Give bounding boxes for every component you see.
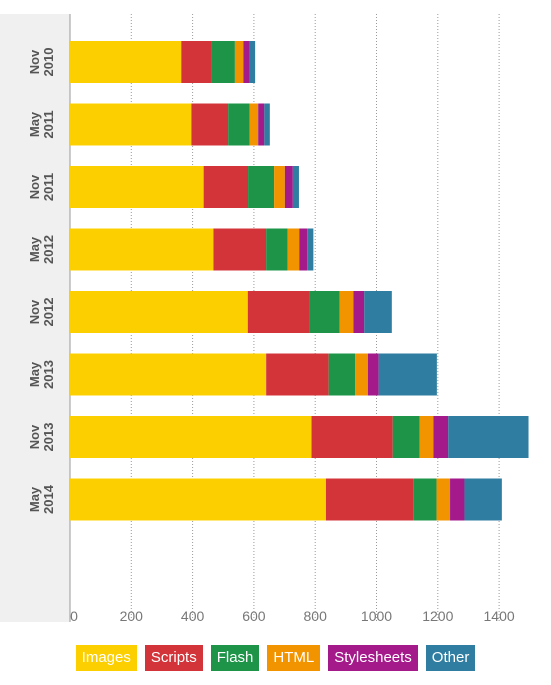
- bar-scripts-1: [191, 103, 229, 146]
- bar-html-6: [419, 416, 434, 458]
- x-tick-label-400: 400: [181, 608, 205, 624]
- x-tick-label-1200: 1200: [422, 608, 453, 624]
- bar-html-1: [249, 103, 259, 146]
- bar-images-5: [70, 353, 267, 396]
- bar-images-2: [70, 166, 204, 208]
- bar-images-4: [70, 291, 248, 333]
- bar-html-5: [355, 353, 368, 396]
- bar-stylesheets-4: [353, 291, 365, 333]
- bar-html-2: [274, 166, 285, 208]
- category-label-2: Nov2011: [27, 173, 56, 201]
- bar-stylesheets-6: [433, 416, 449, 458]
- category-label-7: May2014: [27, 484, 56, 514]
- bar-flash-7: [413, 478, 437, 521]
- category-label-5: May2013: [27, 360, 56, 389]
- bar-images-0: [70, 41, 182, 83]
- bar-other-0: [249, 41, 256, 83]
- bar-other-4: [364, 291, 392, 333]
- bar-flash-3: [266, 228, 288, 271]
- stacked-bar-chart: Nov2010 May2011 Nov2011 May2012 Nov2012 May20…: [0, 14, 529, 624]
- x-tick-label-200: 200: [120, 608, 144, 624]
- bar-flash-4: [309, 291, 340, 333]
- legend-item-other: Other: [425, 645, 476, 671]
- bar-images-1: [70, 103, 192, 146]
- bar-html-7: [436, 478, 451, 521]
- bar-flash-5: [328, 353, 356, 396]
- legend-item-scripts: Scripts: [144, 645, 203, 671]
- category-label-4: Nov2012: [27, 298, 56, 327]
- bar-scripts-3: [213, 228, 267, 271]
- bar-stylesheets-0: [243, 41, 250, 83]
- bar-html-4: [339, 291, 354, 333]
- bar-stylesheets-2: [284, 166, 293, 208]
- category-label-6: Nov2013: [27, 423, 56, 452]
- bar-scripts-7: [325, 478, 414, 521]
- bar-scripts-5: [266, 353, 329, 396]
- x-tick-label-1400: 1400: [484, 608, 515, 624]
- bar-scripts-0: [181, 41, 212, 83]
- bar-other-6: [448, 416, 529, 458]
- category-label-1: May2011: [27, 110, 56, 138]
- bar-flash-0: [211, 41, 235, 83]
- bar-stylesheets-1: [258, 103, 265, 146]
- bar-html-0: [234, 41, 244, 83]
- category-label-3: May2012: [27, 235, 56, 264]
- category-band: [0, 14, 70, 622]
- legend-item-images: Images: [75, 645, 137, 671]
- bar-scripts-4: [247, 291, 310, 333]
- legend-item-stylesheets: Stylesheets: [328, 645, 418, 671]
- bar-flash-2: [248, 166, 275, 208]
- bar-images-7: [70, 478, 326, 521]
- category-label-0: Nov2010: [27, 48, 56, 77]
- bar-other-5: [378, 353, 437, 396]
- bar-stylesheets-3: [299, 228, 308, 271]
- bar-other-2: [292, 166, 299, 208]
- x-tick-label-800: 800: [304, 608, 328, 624]
- bar-images-6: [70, 416, 312, 458]
- bar-html-3: [287, 228, 300, 271]
- bar-other-1: [264, 103, 270, 146]
- x-tick-label-0: 0: [70, 608, 78, 624]
- bar-scripts-2: [203, 166, 249, 208]
- bar-stylesheets-7: [450, 478, 465, 521]
- x-tick-label-600: 600: [242, 608, 266, 624]
- bar-stylesheets-5: [367, 353, 379, 396]
- legend-item-html: HTML: [267, 645, 321, 671]
- x-tick-label-1000: 1000: [361, 608, 392, 624]
- bar-other-3: [307, 228, 314, 271]
- bar-other-7: [464, 478, 502, 521]
- bar-flash-1: [228, 103, 250, 146]
- bar-images-3: [70, 228, 214, 271]
- legend-item-flash: Flash: [210, 645, 260, 671]
- legend: Images Scripts Flash HTML Stylesheets Other: [0, 645, 551, 671]
- bar-scripts-6: [311, 416, 393, 458]
- bar-flash-6: [392, 416, 420, 458]
